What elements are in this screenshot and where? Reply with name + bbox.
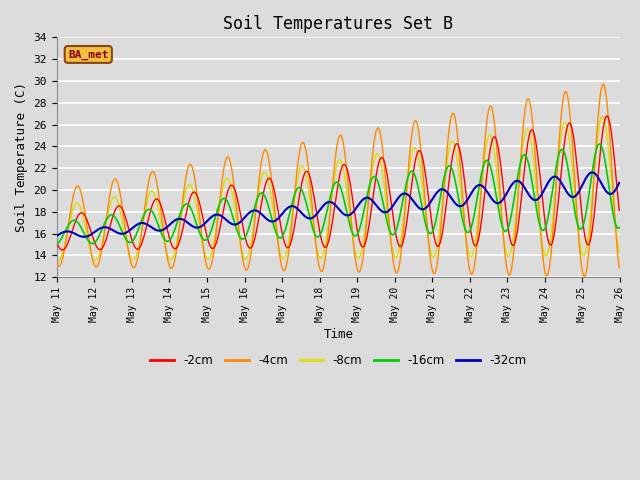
Y-axis label: Soil Temperature (C): Soil Temperature (C) <box>15 82 28 232</box>
Text: BA_met: BA_met <box>68 49 109 60</box>
X-axis label: Time: Time <box>323 328 353 341</box>
Legend: -2cm, -4cm, -8cm, -16cm, -32cm: -2cm, -4cm, -8cm, -16cm, -32cm <box>146 350 531 372</box>
Title: Soil Temperatures Set B: Soil Temperatures Set B <box>223 15 453 33</box>
